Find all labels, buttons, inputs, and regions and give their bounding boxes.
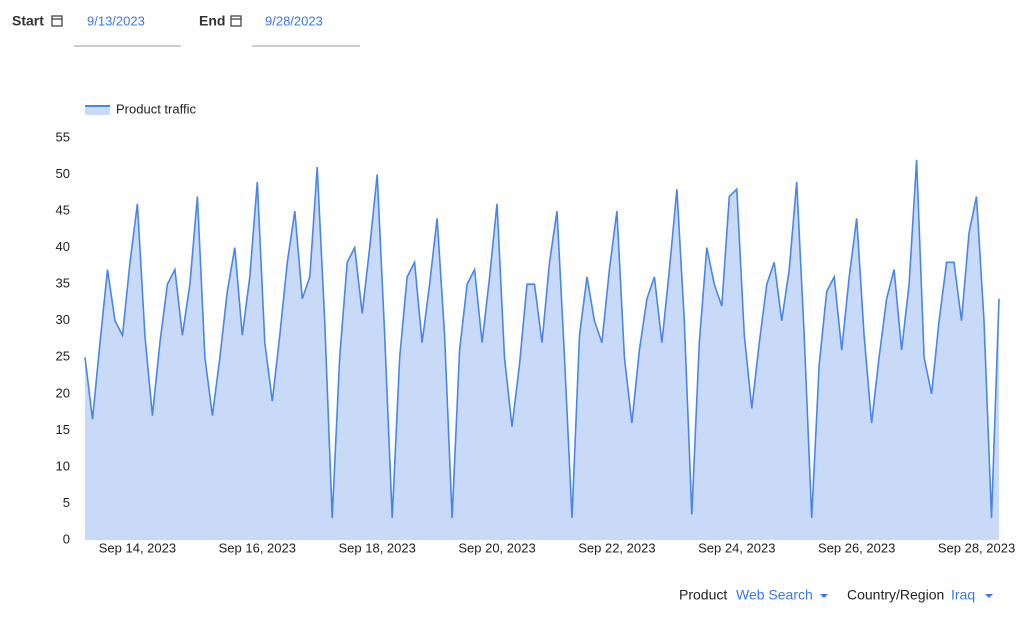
y-tick-label: 10 — [56, 458, 70, 473]
product-label: Product — [679, 587, 727, 603]
x-tick-label: Sep 16, 2023 — [219, 540, 296, 555]
region-dropdown[interactable]: Iraq — [951, 587, 975, 603]
y-tick-label: 15 — [56, 422, 70, 437]
x-tick-label: Sep 26, 2023 — [818, 540, 895, 555]
x-tick-label: Sep 22, 2023 — [578, 540, 655, 555]
legend-swatch — [85, 105, 110, 115]
y-tick-label: 35 — [56, 276, 70, 291]
area-line — [84, 159, 1000, 519]
y-tick-label: 20 — [56, 385, 70, 400]
chart: 0 5 10 15 20 25 30 35 40 45 50 55 Sep 14, 2023 Sep 16… — [56, 101, 1016, 555]
end-label: End — [199, 13, 225, 29]
y-tick-label: 0 — [63, 531, 70, 546]
product-dropdown[interactable]: Web Search — [736, 587, 813, 603]
x-tick-label: Sep 28, 2023 — [938, 540, 1015, 555]
y-tick-label: 50 — [56, 166, 70, 181]
calendar-icon — [51, 15, 63, 27]
x-tick-label: Sep 14, 2023 — [99, 540, 176, 555]
start-label: Start — [12, 13, 44, 29]
x-tick-label: Sep 20, 2023 — [458, 540, 535, 555]
y-tick-label: 25 — [56, 349, 70, 364]
region-label: Country/Region — [847, 587, 944, 603]
end-date[interactable]: 9/28/2023 — [265, 13, 323, 28]
y-tick-label: 45 — [56, 203, 70, 218]
dropdown-arrow — [820, 594, 828, 598]
area-fill — [85, 159, 999, 540]
dropdown-arrow — [985, 594, 993, 598]
y-tick-label: 30 — [56, 312, 70, 327]
y-tick-label: 55 — [56, 129, 70, 144]
legend-label: Product traffic — [116, 101, 196, 116]
x-tick-label: Sep 24, 2023 — [698, 540, 775, 555]
start-date[interactable]: 9/13/2023 — [87, 13, 145, 28]
y-tick-label: 5 — [63, 495, 70, 510]
y-tick-label: 40 — [56, 239, 70, 254]
calendar-icon — [230, 15, 242, 27]
x-tick-label: Sep 18, 2023 — [339, 540, 416, 555]
